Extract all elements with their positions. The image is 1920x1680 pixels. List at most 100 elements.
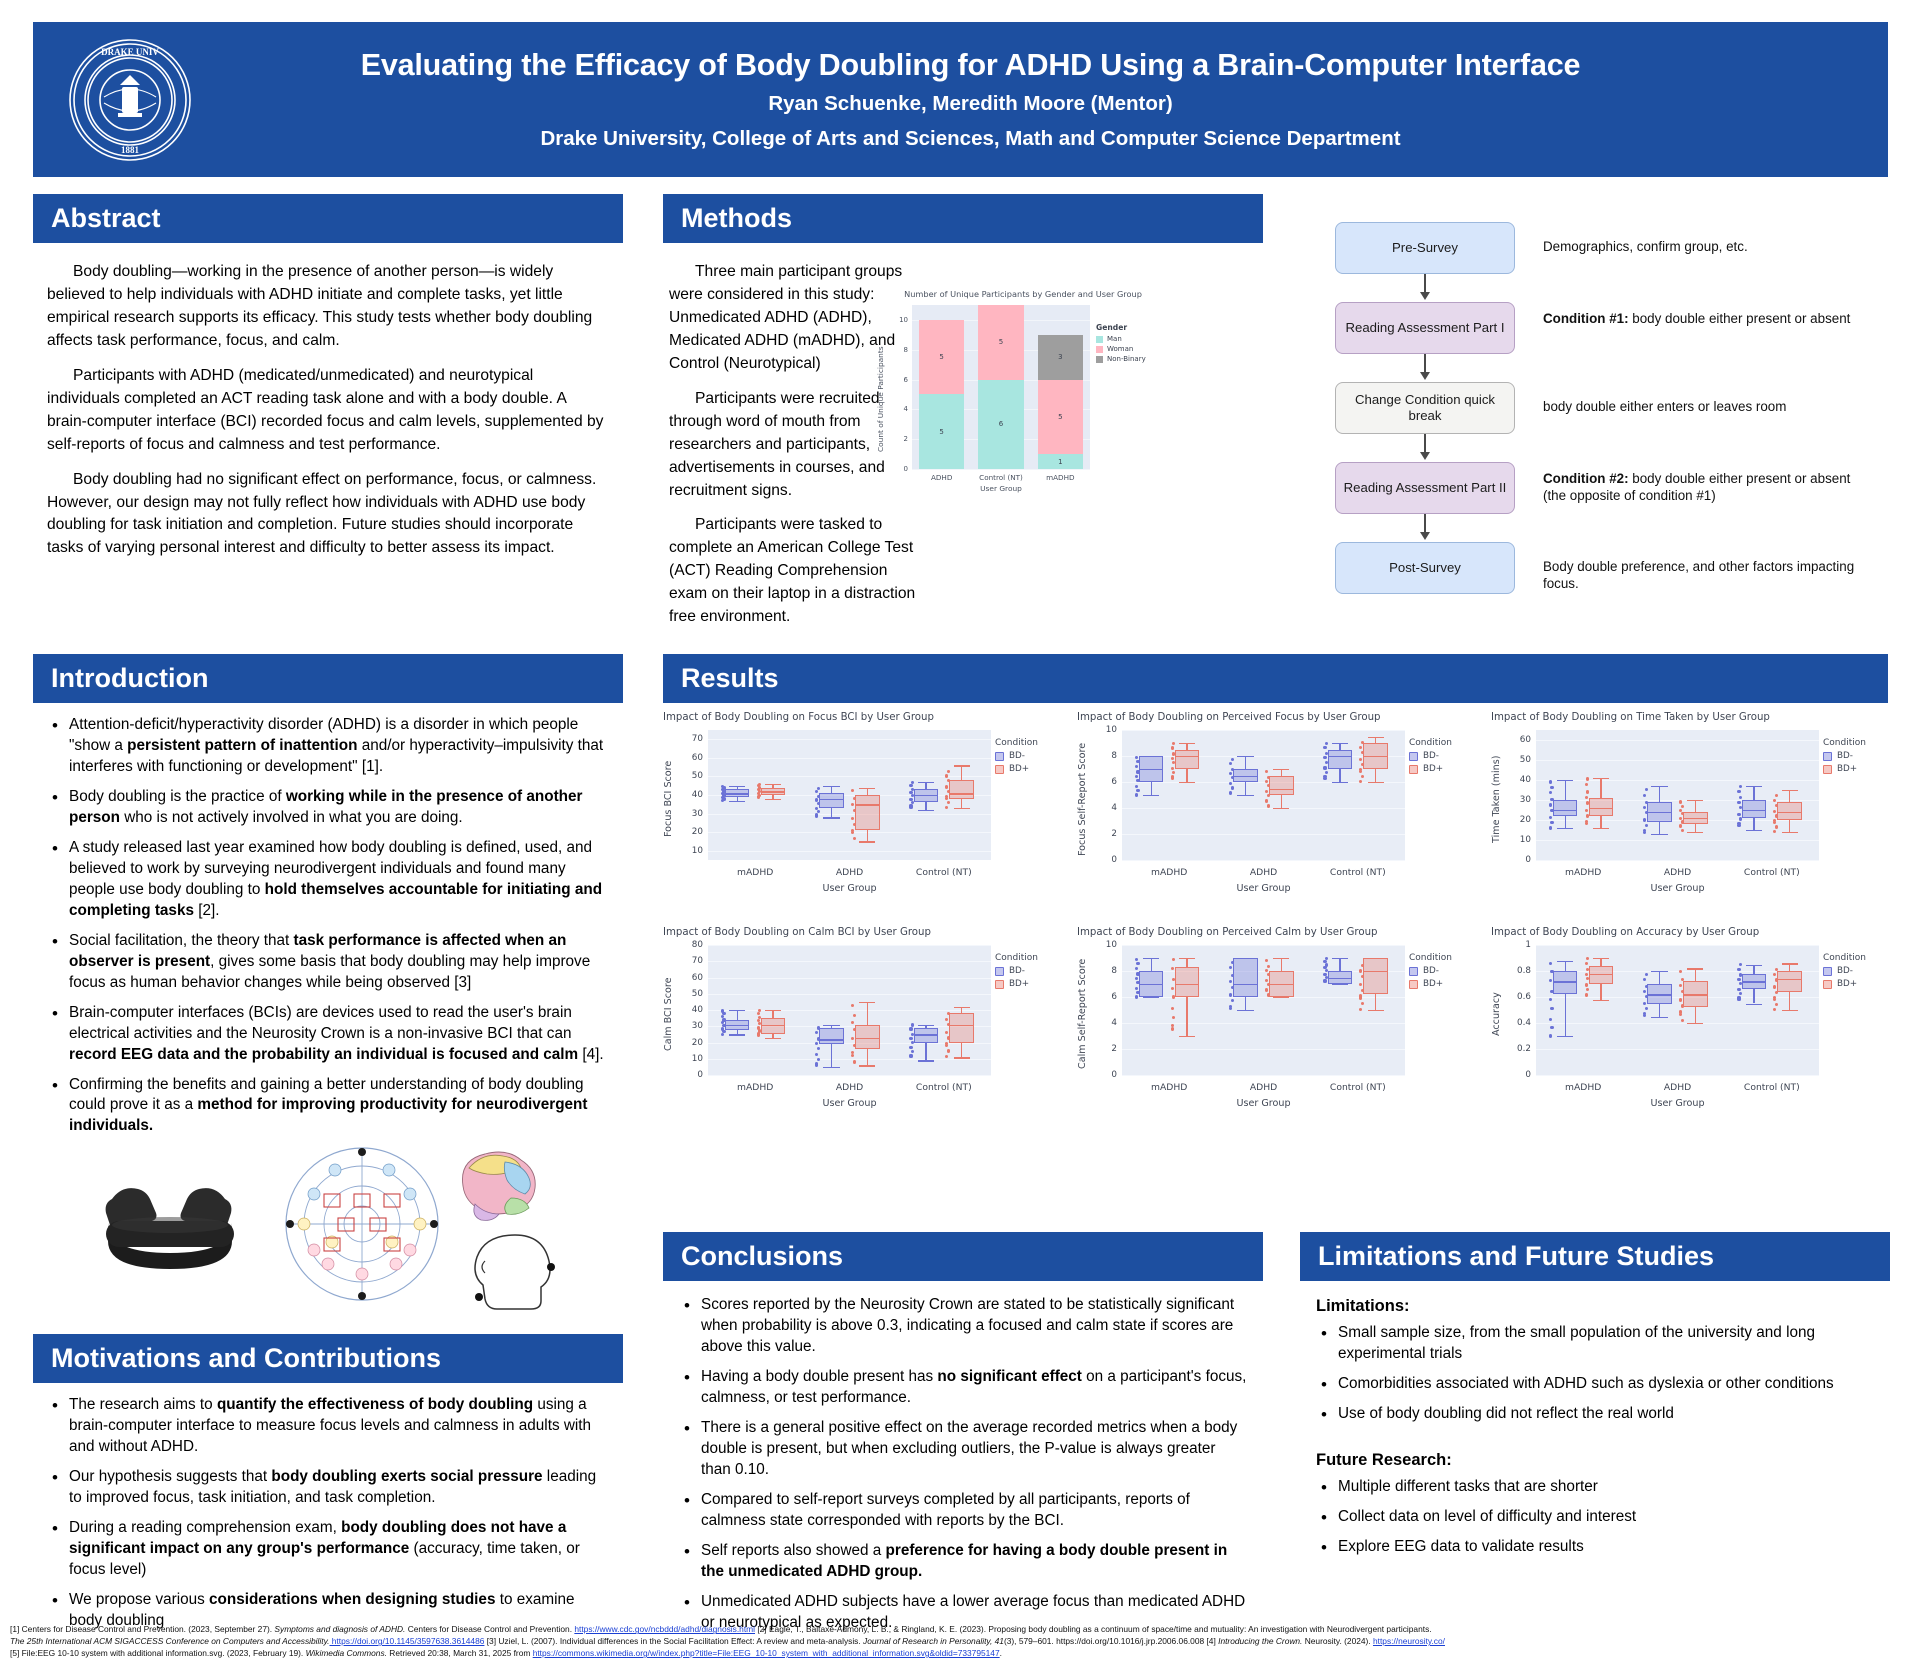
data-point	[758, 782, 762, 786]
whisker-upper	[1753, 786, 1755, 800]
whisker-cap	[1781, 790, 1798, 792]
box-plot-title: Impact of Body Doubling on Focus BCI by …	[663, 712, 934, 723]
whisker-cap	[953, 808, 970, 810]
flowchart-node-2: Reading Assessment Part I	[1335, 302, 1515, 354]
data-point	[945, 1041, 949, 1046]
whisker-cap	[1592, 778, 1610, 780]
whisker-lower	[1186, 769, 1188, 782]
whisker-upper	[1564, 780, 1566, 800]
median-line	[913, 795, 939, 797]
data-point	[1323, 966, 1327, 970]
box-plot-y-tick: 60	[691, 752, 703, 763]
data-point	[1739, 784, 1743, 789]
box-BD+	[1269, 775, 1294, 795]
data-point	[1230, 767, 1234, 771]
head-profile-outline-icon	[455, 1227, 565, 1317]
box-plot-y-tick: 40	[691, 790, 703, 800]
methods-paragraph-2: Participants were recruited through word…	[669, 389, 885, 499]
box-plot-y-tick: 70	[691, 956, 703, 967]
median-line	[1269, 788, 1294, 790]
data-point	[1323, 979, 1327, 983]
box-BD+	[855, 1024, 880, 1049]
data-point	[1360, 763, 1365, 767]
flowchart-arrow	[1424, 354, 1426, 373]
bar-y-tick: 8	[903, 345, 908, 354]
box-plot-y-tick: 20	[691, 1037, 703, 1048]
data-point	[720, 784, 724, 788]
box-plot-x-tick: mADHD	[1565, 867, 1602, 878]
median-line	[1269, 984, 1294, 986]
data-point	[945, 796, 949, 800]
data-point	[1643, 989, 1647, 994]
reference-link-wikimedia[interactable]: https://commons.wikimedia.org/w/index.ph…	[532, 1648, 1000, 1659]
whisker-lower	[1658, 822, 1661, 834]
data-point	[1134, 793, 1138, 797]
motivations-heading: Motivations and Contributions	[33, 1334, 623, 1384]
whisker-cap	[1745, 830, 1762, 832]
flowchart-description-4: Condition #2: body double either present…	[1543, 471, 1851, 504]
data-point	[1643, 793, 1647, 797]
whisker-cap	[1273, 769, 1290, 771]
data-point	[1680, 812, 1684, 816]
flowchart-node-4: Reading Assessment Part II	[1335, 462, 1515, 514]
box-plot-y-tick: 20	[691, 827, 703, 838]
data-point	[1229, 782, 1233, 786]
bar-chart-y-axis: 0 2 4 6 8 10	[888, 305, 910, 473]
reference-link-cdc[interactable]: https://www.cdc.gov/ncbddd/adhd/diagnosi…	[574, 1624, 755, 1635]
box-plot-y-tick: 0.8	[1517, 966, 1531, 976]
data-point	[1739, 817, 1743, 821]
whisker-cap	[953, 1057, 970, 1059]
data-point	[1136, 778, 1140, 783]
box-plot-legend: Condition BD- BD+	[995, 738, 1061, 777]
data-point	[1548, 962, 1552, 966]
data-point	[1774, 968, 1779, 972]
legend-title: Condition	[1823, 953, 1866, 963]
reference-link-doi-acm[interactable]: https://doi.org/10.1145/3597638.3614486	[329, 1636, 485, 1647]
data-point	[946, 1036, 951, 1040]
box-plot-y-tick: 8	[1111, 751, 1117, 761]
whisker-lower	[736, 796, 738, 801]
whisker-upper	[1789, 963, 1791, 971]
box-plot-x-tick: mADHD	[1151, 867, 1188, 878]
whisker-upper	[1753, 964, 1755, 974]
data-point	[911, 801, 915, 805]
data-point	[720, 1032, 724, 1036]
data-point	[1739, 982, 1743, 986]
data-point	[1323, 746, 1327, 750]
data-point	[1325, 770, 1329, 774]
reference-link-neurosity[interactable]: https://neurosity.co/	[1372, 1636, 1445, 1647]
whisker-cap	[1687, 832, 1704, 834]
data-point	[1136, 972, 1140, 976]
whisker-cap	[1557, 780, 1574, 782]
limitation-bullet: Small sample size, from the small popula…	[1316, 1322, 1874, 1365]
whisker-cap	[859, 787, 876, 789]
data-point	[1230, 999, 1234, 1003]
data-point	[911, 1032, 915, 1036]
whisker-cap	[1745, 964, 1762, 966]
data-point	[1643, 978, 1647, 982]
data-point	[1360, 774, 1365, 779]
whisker-cap	[859, 841, 876, 843]
data-point	[1548, 998, 1552, 1002]
data-point	[758, 1022, 762, 1026]
abstract-section: Abstract Body doubling—working in the pr…	[33, 194, 623, 572]
box-plot-x-tick: Control (NT)	[1743, 867, 1800, 878]
data-point	[1680, 1018, 1684, 1022]
data-point	[1644, 973, 1648, 977]
box-plot-perceived-focus: Impact of Body Doubling on Perceived Foc…	[1077, 712, 1477, 927]
data-point	[1170, 776, 1174, 781]
data-point	[816, 1026, 820, 1030]
whisker-cap	[1745, 786, 1762, 788]
data-point	[815, 806, 819, 810]
box-BD+	[1588, 798, 1614, 816]
data-point	[1773, 997, 1777, 1001]
data-point	[756, 1026, 760, 1030]
box-BD-	[1327, 749, 1353, 769]
whisker-cap	[859, 1065, 876, 1067]
bar-segment: 5	[1037, 379, 1083, 455]
legend-item: BD-	[1409, 751, 1475, 761]
whisker-cap	[1651, 1016, 1668, 1018]
data-point	[1739, 805, 1743, 810]
introduction-bullet-list: Attention-deficit/hyperactivity disorder…	[33, 714, 623, 1137]
legend-title: Condition	[995, 738, 1038, 748]
